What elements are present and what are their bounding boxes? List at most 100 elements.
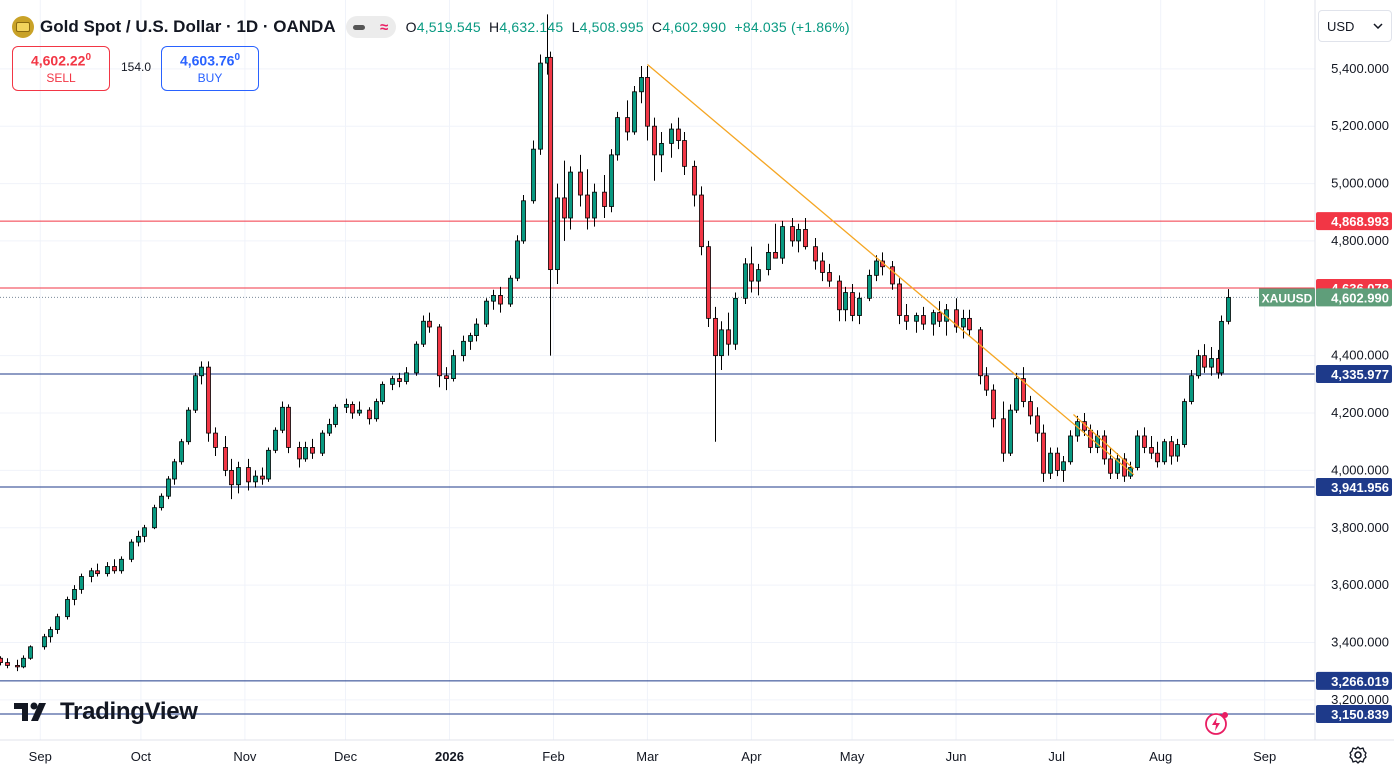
symbol-tag [1259,288,1315,307]
tradingview-logo[interactable]: TradingView [14,698,198,726]
candle-up [1196,349,1201,379]
candle-body [498,295,503,305]
candle-down [1035,407,1040,442]
level-price-label: 3,150.839 [1331,707,1389,722]
close-value: 4,602.990 [662,19,727,35]
candle-body [136,535,141,543]
candle-down [367,407,372,425]
candle-body [706,246,711,319]
candle-body [1135,435,1140,468]
candle-down [897,278,902,325]
candle-body [404,372,409,382]
candle-up [65,596,70,620]
candle-down [5,658,10,669]
indicator-toggle[interactable]: ≈ [345,16,396,38]
low-key: L [571,19,580,35]
candle-up [1061,456,1066,482]
candle-body [676,128,681,141]
sell-button[interactable]: 4,602.220 SELL [12,46,110,91]
candle-body [652,125,657,156]
candle-body [897,283,902,316]
symbol-title[interactable]: Gold Spot / U.S. Dollar · 1D · OANDA [40,17,336,36]
trendline-main[interactable] [647,64,1135,476]
trendlines[interactable] [647,64,1135,476]
time-axis[interactable]: Sep Oct Nov Dec 2026 Feb Mar Apr May Jun Jul Aug Sep [29,749,1277,764]
candle-up [236,461,241,494]
candle-down [692,160,697,207]
candle-body [904,315,909,322]
candle-up [451,349,456,382]
candle-up [484,298,489,327]
candle-down [1155,441,1160,468]
candle-body [602,191,607,207]
candle-body [414,343,419,374]
y-tick-label: 5,000.000 [1331,176,1389,191]
candle-up [273,427,278,454]
candle-up [166,476,171,500]
candle-down [1102,430,1107,465]
candle-up [193,372,198,414]
candle-body [79,576,84,590]
candle-up [1115,453,1120,479]
candle-down [444,367,449,391]
candle-up [142,524,147,543]
candle-down [850,283,855,322]
candle-down [645,65,650,141]
price-axis[interactable]: 5,400.000 5,200.000 5,000.000 4,800.000 4,40… [1331,61,1389,707]
candle-down [790,217,795,247]
buy-button[interactable]: 4,603.760 BUY [161,46,259,91]
candle-body [1226,297,1231,322]
candle-body [1068,435,1073,463]
candle-down [1142,427,1147,454]
candle-up [515,235,520,282]
candle-body [266,449,271,480]
candle-up [105,562,110,577]
x-tick-label: Sep [29,749,52,764]
candle-down [991,384,996,428]
candle-up [414,341,419,376]
candle-body [1175,444,1180,457]
candle-body [515,240,520,279]
candle-up [344,398,349,414]
candle-body [451,355,456,380]
candle-body [954,309,959,328]
candle-body [166,478,171,497]
candle-up [129,539,134,563]
candle-up [1095,430,1100,454]
candle-down [820,252,825,282]
candle-up [874,255,879,282]
candle-body [719,329,724,357]
candle-body [119,558,124,572]
candle-up [538,54,543,155]
candle-down [427,312,432,333]
candle-down [223,435,228,477]
level-price-label: 3,266.019 [1331,674,1389,689]
x-tick-label: Mar [636,749,659,764]
trendline-short[interactable] [1073,413,1135,470]
eye-dash-icon [353,24,366,30]
candle-down [652,117,657,181]
gear-icon[interactable] [1348,745,1368,765]
chevron-down-icon [1373,23,1383,29]
currency-selector[interactable]: USD [1318,10,1392,42]
candle-body [5,662,10,666]
candle-up [79,573,84,594]
ohlc-values: O4,519.545 H4,632.145 L4,508.995 C4,602.… [406,19,850,35]
candle-body [320,432,325,454]
candle-up [733,292,738,350]
candle-up [357,401,362,416]
candle-up [592,183,597,227]
candle-body [280,406,285,431]
candle-body [72,589,77,600]
lightning-icon[interactable] [1204,710,1230,736]
candle-up [303,441,308,462]
candle-up [796,223,801,253]
candle-up [914,312,919,333]
x-tick-label: Aug [1149,749,1172,764]
candle-body [172,461,177,480]
candle-body [427,320,432,328]
candle-down [749,246,754,293]
candle-up [632,86,637,135]
candle-body [713,317,718,357]
